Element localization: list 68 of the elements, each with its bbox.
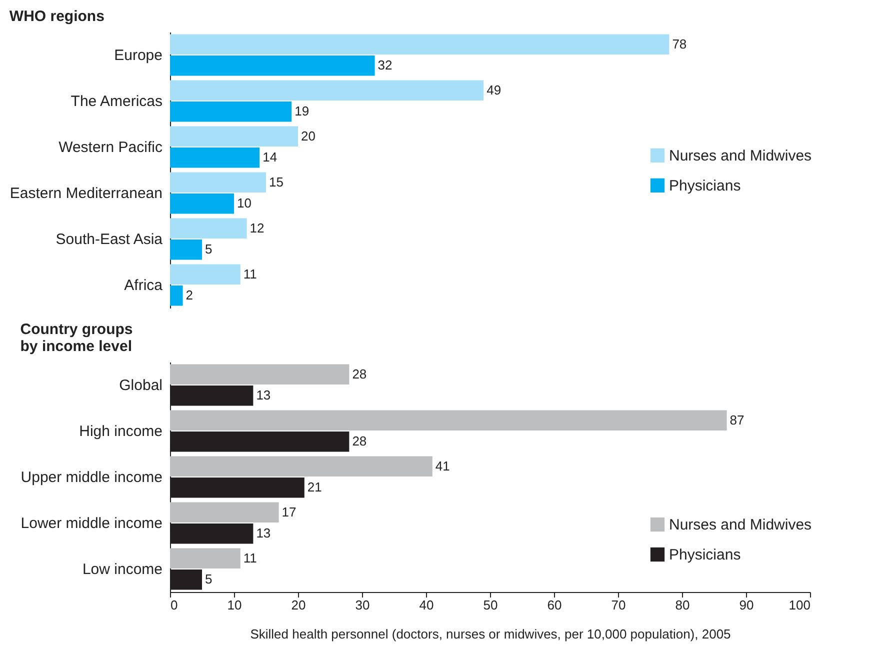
bar [170,264,240,284]
bar [170,172,266,192]
x-axis-title: Skilled health personnel (doctors, nurses or midwives, per 10,000 population), 2005 [250,626,731,642]
bar [170,218,247,238]
data-label: 13 [256,388,271,403]
y-tick-label: Europe [114,47,162,64]
bar [170,194,234,214]
bar [170,126,298,146]
y-tick-label: Upper middle income [20,469,162,486]
bar [170,240,202,260]
data-label: 10 [237,196,252,211]
x-tick-label: 40 [419,598,434,612]
x-tick-label: 10 [227,598,242,612]
x-tick-label: 70 [611,598,626,612]
data-label: 17 [282,504,296,520]
y-tick-label: South-East Asia [56,231,164,248]
y-tick-label: Western Pacific [58,139,163,156]
data-label: 20 [301,128,316,144]
data-label: 78 [672,36,687,52]
data-label: 28 [352,366,367,382]
y-tick-label: Low income [82,561,162,578]
x-tick-label: 80 [675,598,690,612]
legend-label: Nurses and Midwives [669,516,812,534]
data-label: 87 [730,412,744,428]
legend-label: Physicians [669,546,741,564]
data-label: 41 [435,458,450,474]
bar [170,34,670,54]
x-tick-label: 60 [547,598,562,612]
bar [170,286,183,306]
x-tick-label: 90 [739,598,754,612]
x-tick-label: 0 [170,598,178,612]
data-label: 5 [205,242,212,257]
y-tick-label: The Americas [70,93,162,110]
data-label: 21 [307,480,322,495]
data-label: 11 [243,550,257,566]
y-tick-label: High income [79,423,162,440]
data-label: 28 [352,434,367,449]
bar [170,80,484,100]
x-tick-label: 50 [483,598,498,612]
data-label: 15 [269,174,284,190]
bar [170,548,240,568]
y-tick-label: Eastern Mediterranean [10,185,162,202]
y-tick-label: Global [119,377,162,394]
bar [170,364,350,384]
bar [170,56,375,76]
data-label: 14 [262,150,278,165]
data-label: 11 [243,266,257,282]
x-tick-label: 20 [291,598,306,612]
bar [170,102,292,122]
x-tick-label: 100 [788,598,810,612]
chart-title: Country groups by income level [20,321,133,355]
data-label: 19 [294,104,310,119]
x-tick-label: 30 [355,598,370,612]
bar [170,410,727,430]
data-label: 49 [486,82,502,98]
data-label: 13 [256,526,271,541]
data-label: 5 [205,572,212,587]
chart-title: WHO regions [9,8,104,25]
y-tick-label: Lower middle income [20,515,162,532]
bar [170,456,432,476]
legend-label: Physicians [669,177,741,194]
legend-label: Nurses and Midwives [669,147,812,164]
y-tick-label: Africa [124,277,164,294]
bar [170,502,279,522]
data-label: 2 [186,288,194,303]
bar [170,148,260,168]
data-label: 32 [378,58,392,73]
data-label: 12 [250,220,264,236]
